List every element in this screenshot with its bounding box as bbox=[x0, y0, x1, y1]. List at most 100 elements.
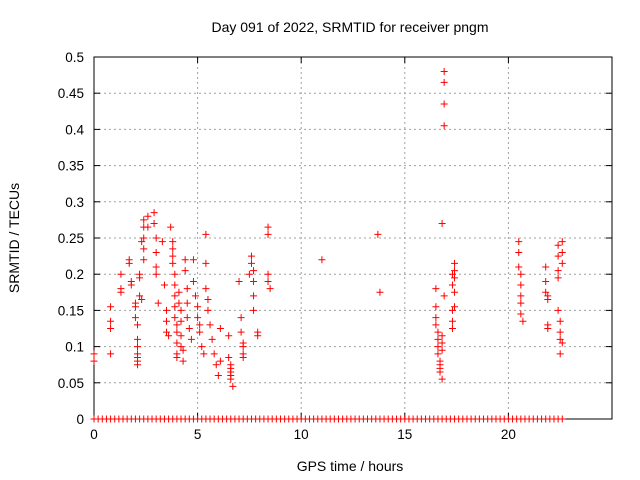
data-point bbox=[173, 321, 181, 329]
data-point bbox=[554, 241, 562, 249]
data-point bbox=[179, 357, 187, 365]
data-point bbox=[216, 325, 224, 332]
data-point bbox=[432, 321, 440, 329]
data-point bbox=[451, 303, 459, 311]
data-point bbox=[558, 248, 566, 256]
y-tick-label: 0.35 bbox=[58, 159, 84, 174]
data-point bbox=[192, 292, 200, 300]
x-tick-label: 10 bbox=[294, 427, 309, 442]
data-point bbox=[175, 299, 183, 307]
data-point bbox=[451, 288, 459, 296]
y-tick-label: 0.45 bbox=[58, 86, 84, 101]
data-point bbox=[152, 263, 160, 271]
data-point bbox=[436, 368, 444, 376]
data-point bbox=[542, 277, 550, 285]
data-point bbox=[237, 328, 245, 336]
data-point bbox=[432, 303, 440, 311]
data-point bbox=[254, 332, 262, 340]
data-point bbox=[247, 252, 255, 260]
data-point bbox=[250, 277, 258, 285]
data-point bbox=[210, 350, 218, 358]
data-point bbox=[440, 67, 448, 75]
data-point bbox=[177, 317, 185, 325]
data-point bbox=[173, 328, 181, 336]
data-point bbox=[216, 357, 224, 365]
data-point bbox=[198, 343, 206, 351]
data-point bbox=[194, 303, 202, 311]
data-point bbox=[208, 335, 216, 343]
data-point bbox=[204, 296, 212, 304]
y-tick-label: 0.05 bbox=[58, 376, 84, 391]
data-point bbox=[185, 325, 193, 332]
data-point bbox=[544, 296, 552, 304]
data-point bbox=[451, 267, 459, 275]
data-point bbox=[544, 325, 552, 332]
data-point bbox=[177, 332, 185, 340]
data-point bbox=[376, 288, 384, 296]
data-point bbox=[138, 296, 146, 304]
data-point bbox=[140, 216, 148, 224]
data-point bbox=[194, 314, 202, 322]
data-point bbox=[517, 292, 525, 300]
data-point bbox=[127, 281, 135, 289]
data-point bbox=[250, 267, 258, 275]
data-point bbox=[434, 335, 442, 343]
data-point bbox=[173, 339, 181, 347]
data-point bbox=[206, 321, 214, 329]
data-point bbox=[558, 259, 566, 267]
data-point bbox=[171, 303, 179, 311]
data-point bbox=[181, 256, 189, 264]
data-point bbox=[189, 256, 197, 264]
data-point bbox=[554, 306, 562, 314]
data-point bbox=[434, 328, 442, 336]
data-point bbox=[131, 303, 139, 311]
data-point bbox=[438, 220, 446, 228]
data-point bbox=[169, 252, 177, 260]
data-point bbox=[554, 252, 562, 260]
x-axis-label: GPS time / hours bbox=[297, 458, 404, 474]
data-point bbox=[125, 259, 133, 267]
data-point bbox=[202, 259, 210, 267]
data-point bbox=[225, 353, 233, 361]
data-point bbox=[169, 238, 177, 246]
data-point bbox=[432, 285, 440, 293]
data-point bbox=[90, 357, 98, 365]
data-point bbox=[517, 299, 525, 307]
data-point bbox=[229, 382, 237, 390]
data-point bbox=[542, 288, 550, 296]
data-point bbox=[451, 259, 459, 267]
data-point bbox=[183, 285, 191, 293]
y-tick-label: 0.15 bbox=[58, 303, 84, 318]
data-point bbox=[556, 350, 564, 358]
data-point bbox=[167, 223, 175, 231]
data-point bbox=[140, 234, 148, 242]
data-point bbox=[202, 285, 210, 293]
data-point bbox=[239, 343, 247, 351]
data-point bbox=[138, 238, 146, 246]
data-point bbox=[158, 238, 166, 246]
y-tick-label: 0.1 bbox=[65, 340, 84, 355]
x-tick-label: 20 bbox=[501, 427, 516, 442]
data-point bbox=[250, 292, 258, 300]
data-point bbox=[204, 306, 212, 314]
data-point bbox=[134, 361, 142, 369]
data-point bbox=[448, 306, 456, 314]
data-point bbox=[440, 78, 448, 86]
data-point bbox=[134, 343, 142, 351]
data-point bbox=[245, 270, 253, 278]
data-point bbox=[107, 350, 115, 358]
data-point bbox=[556, 317, 564, 325]
data-point bbox=[152, 234, 160, 242]
data-point bbox=[438, 339, 446, 347]
data-point bbox=[177, 306, 185, 314]
y-tick-label: 0.5 bbox=[65, 50, 84, 65]
data-point bbox=[150, 220, 158, 228]
data-point bbox=[266, 285, 274, 293]
data-point bbox=[214, 372, 222, 380]
y-tick-label: 0.25 bbox=[58, 231, 84, 246]
y-tick-label: 0 bbox=[76, 412, 84, 427]
data-point bbox=[558, 238, 566, 246]
x-tick-label: 5 bbox=[194, 427, 202, 442]
data-point bbox=[90, 350, 98, 358]
